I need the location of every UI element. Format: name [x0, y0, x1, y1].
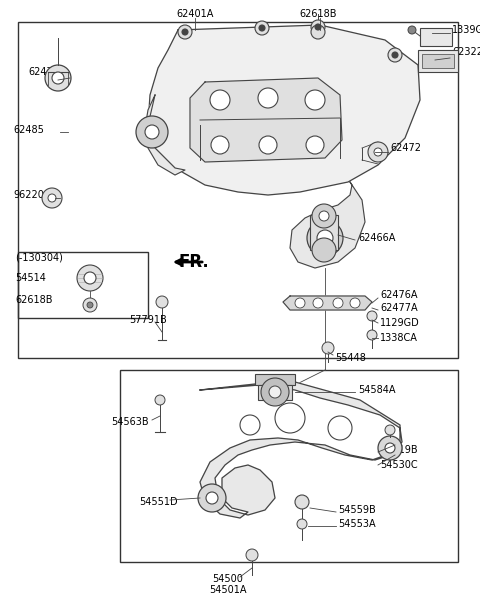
Ellipse shape — [319, 211, 329, 221]
Text: 54559B: 54559B — [338, 505, 376, 515]
Text: 62477A: 62477A — [380, 303, 418, 313]
Ellipse shape — [315, 24, 321, 30]
Ellipse shape — [246, 549, 258, 561]
Bar — [18, 22, 458, 358]
Ellipse shape — [258, 88, 278, 108]
Bar — [18, 252, 148, 318]
Ellipse shape — [83, 298, 97, 312]
Text: FR.: FR. — [178, 253, 209, 271]
Text: 54501A: 54501A — [209, 585, 247, 595]
Ellipse shape — [145, 125, 159, 139]
Text: (-130304): (-130304) — [15, 253, 63, 263]
Text: 55448: 55448 — [335, 353, 366, 363]
Ellipse shape — [210, 90, 230, 110]
Ellipse shape — [259, 136, 277, 154]
Ellipse shape — [295, 298, 305, 308]
Ellipse shape — [367, 311, 377, 321]
Ellipse shape — [317, 230, 333, 246]
Ellipse shape — [312, 238, 336, 262]
Text: 62618B: 62618B — [15, 295, 52, 305]
Text: 54530C: 54530C — [380, 460, 418, 470]
Ellipse shape — [261, 378, 289, 406]
Ellipse shape — [408, 26, 416, 34]
Bar — [420, 28, 452, 46]
Text: 62401A: 62401A — [176, 9, 214, 19]
Bar — [258, 385, 292, 400]
Text: 62322: 62322 — [452, 47, 480, 57]
Ellipse shape — [84, 272, 96, 284]
Text: 54500: 54500 — [213, 574, 243, 584]
Text: 54553A: 54553A — [338, 519, 376, 529]
Bar — [120, 370, 458, 562]
Ellipse shape — [307, 220, 343, 256]
Ellipse shape — [178, 25, 192, 39]
Ellipse shape — [333, 298, 343, 308]
Text: 62618B: 62618B — [299, 9, 337, 19]
Ellipse shape — [156, 296, 168, 308]
Text: 57791B: 57791B — [129, 315, 167, 325]
Ellipse shape — [385, 443, 395, 453]
Ellipse shape — [306, 136, 324, 154]
Bar — [255, 374, 295, 385]
Polygon shape — [148, 25, 420, 195]
Ellipse shape — [77, 265, 103, 291]
Ellipse shape — [385, 425, 395, 435]
Ellipse shape — [311, 25, 325, 39]
Text: 54519B: 54519B — [380, 445, 418, 455]
Text: 54551D: 54551D — [139, 497, 177, 507]
Ellipse shape — [311, 20, 325, 34]
Polygon shape — [283, 296, 372, 310]
Ellipse shape — [255, 21, 269, 35]
Ellipse shape — [182, 29, 188, 35]
Text: 54584A: 54584A — [358, 385, 396, 395]
Ellipse shape — [52, 72, 64, 84]
Ellipse shape — [136, 116, 168, 148]
Ellipse shape — [312, 204, 336, 228]
Ellipse shape — [269, 386, 281, 398]
Ellipse shape — [198, 484, 226, 512]
Ellipse shape — [350, 298, 360, 308]
Ellipse shape — [48, 194, 56, 202]
Ellipse shape — [155, 395, 165, 405]
Text: 54563B: 54563B — [111, 417, 149, 427]
Ellipse shape — [305, 90, 325, 110]
Bar — [418, 50, 458, 72]
Ellipse shape — [313, 298, 323, 308]
Text: 62471: 62471 — [28, 67, 59, 77]
Text: 1339GB: 1339GB — [452, 25, 480, 35]
Ellipse shape — [328, 416, 352, 440]
Text: 62472: 62472 — [390, 143, 421, 153]
Text: 1338CA: 1338CA — [380, 333, 418, 343]
Text: 62485: 62485 — [13, 125, 44, 135]
Bar — [422, 54, 454, 68]
Ellipse shape — [211, 136, 229, 154]
Ellipse shape — [297, 519, 307, 529]
Ellipse shape — [45, 65, 71, 91]
Ellipse shape — [374, 148, 382, 156]
Text: 62476A: 62476A — [380, 290, 418, 300]
Ellipse shape — [322, 342, 334, 354]
Ellipse shape — [295, 495, 309, 509]
Polygon shape — [200, 382, 402, 518]
Text: 54514: 54514 — [15, 273, 46, 283]
Ellipse shape — [378, 436, 402, 460]
Ellipse shape — [259, 25, 265, 31]
Ellipse shape — [368, 142, 388, 162]
Text: 62466A: 62466A — [358, 233, 396, 243]
Ellipse shape — [240, 415, 260, 435]
Ellipse shape — [388, 48, 402, 62]
Ellipse shape — [367, 330, 377, 340]
Ellipse shape — [206, 492, 218, 504]
Polygon shape — [145, 95, 185, 175]
Ellipse shape — [275, 403, 305, 433]
Text: 96220A: 96220A — [13, 190, 50, 200]
Polygon shape — [190, 78, 342, 162]
Ellipse shape — [42, 188, 62, 208]
Ellipse shape — [87, 302, 93, 308]
Ellipse shape — [392, 52, 398, 58]
Polygon shape — [290, 182, 365, 268]
Bar — [310, 215, 338, 250]
Text: 1129GD: 1129GD — [380, 318, 420, 328]
